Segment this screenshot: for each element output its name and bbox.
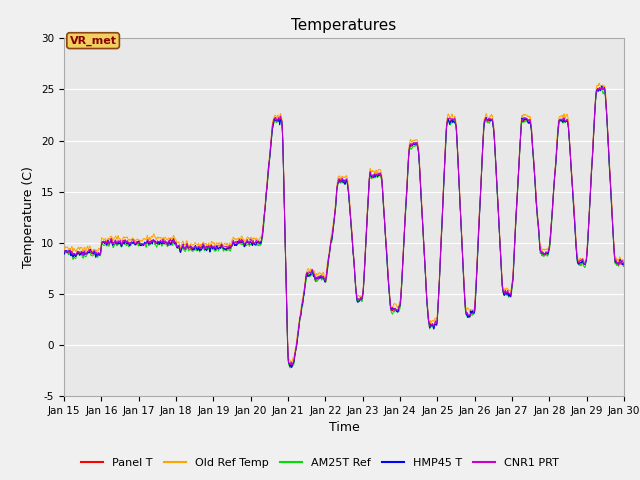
Panel T xyxy=(333,189,340,194)
CNR1 PRT xyxy=(333,189,340,194)
AM25T Ref xyxy=(318,277,326,283)
AM25T Ref xyxy=(620,262,628,268)
Line: Panel T: Panel T xyxy=(64,88,624,366)
Old Ref Temp xyxy=(89,248,97,254)
Panel T xyxy=(318,276,326,282)
AM25T Ref xyxy=(89,253,97,259)
Panel T xyxy=(620,259,628,265)
AM25T Ref xyxy=(286,365,294,371)
CNR1 PRT xyxy=(604,136,612,142)
CNR1 PRT xyxy=(598,84,605,90)
Panel T xyxy=(89,251,97,257)
Old Ref Temp xyxy=(287,360,295,365)
AM25T Ref xyxy=(60,250,68,256)
Line: CNR1 PRT: CNR1 PRT xyxy=(64,87,624,365)
CNR1 PRT xyxy=(89,250,97,255)
Panel T xyxy=(604,142,612,148)
HMP45 T xyxy=(620,261,628,266)
Old Ref Temp xyxy=(318,273,326,279)
Panel T xyxy=(60,250,68,255)
Line: AM25T Ref: AM25T Ref xyxy=(64,89,624,368)
HMP45 T xyxy=(318,275,326,280)
CNR1 PRT xyxy=(620,261,628,266)
Old Ref Temp xyxy=(595,80,603,86)
Title: Temperatures: Temperatures xyxy=(291,18,397,33)
CNR1 PRT xyxy=(60,248,68,254)
HMP45 T xyxy=(288,364,296,370)
AM25T Ref xyxy=(333,192,340,197)
Y-axis label: Temperature (C): Temperature (C) xyxy=(22,166,35,268)
CNR1 PRT xyxy=(318,274,326,280)
CNR1 PRT xyxy=(604,142,612,147)
HMP45 T xyxy=(501,290,509,296)
HMP45 T xyxy=(60,252,68,257)
Old Ref Temp xyxy=(620,257,628,263)
Panel T xyxy=(288,363,296,369)
HMP45 T xyxy=(333,190,340,195)
CNR1 PRT xyxy=(286,362,294,368)
HMP45 T xyxy=(604,143,612,148)
Old Ref Temp xyxy=(501,286,509,292)
Panel T xyxy=(501,289,509,295)
Old Ref Temp xyxy=(60,246,68,252)
HMP45 T xyxy=(598,83,605,89)
Line: HMP45 T: HMP45 T xyxy=(64,86,624,367)
HMP45 T xyxy=(604,136,612,142)
Old Ref Temp xyxy=(604,133,612,139)
Text: VR_met: VR_met xyxy=(70,36,116,46)
Old Ref Temp xyxy=(333,186,340,192)
CNR1 PRT xyxy=(501,288,509,293)
Line: Old Ref Temp: Old Ref Temp xyxy=(64,83,624,362)
Panel T xyxy=(604,136,612,142)
X-axis label: Time: Time xyxy=(328,421,360,434)
Legend: Panel T, Old Ref Temp, AM25T Ref, HMP45 T, CNR1 PRT: Panel T, Old Ref Temp, AM25T Ref, HMP45 … xyxy=(77,453,563,472)
AM25T Ref xyxy=(604,139,612,145)
Panel T xyxy=(598,85,605,91)
Old Ref Temp xyxy=(604,138,612,144)
HMP45 T xyxy=(89,250,97,256)
AM25T Ref xyxy=(598,86,605,92)
AM25T Ref xyxy=(604,145,612,151)
AM25T Ref xyxy=(501,291,509,297)
